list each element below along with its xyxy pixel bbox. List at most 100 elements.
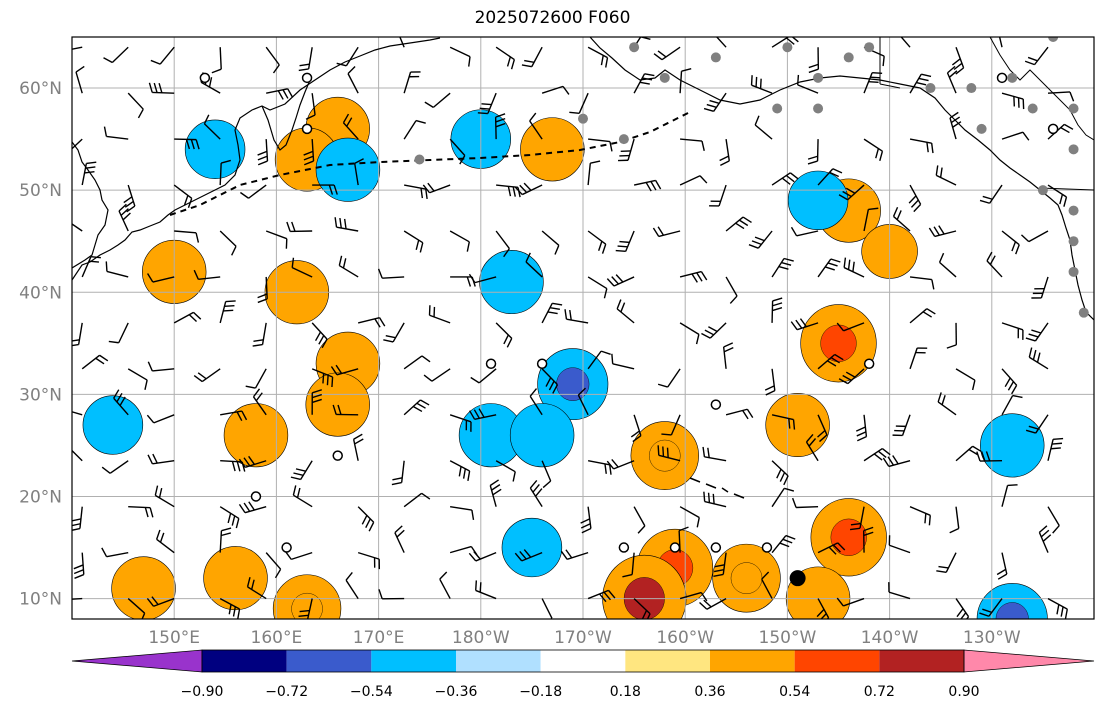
colorbar-tick-label: −0.18 xyxy=(519,684,562,700)
wind-barb-feather xyxy=(641,610,648,619)
wind-barb-feather xyxy=(1056,604,1060,615)
station-grey-dot xyxy=(659,72,670,83)
wind-barb-staff xyxy=(345,579,359,599)
wind-barb-staff xyxy=(72,411,83,416)
wind-barb-staff xyxy=(1047,439,1054,461)
wind-barb-feather xyxy=(1060,126,1070,134)
wind-barb-feather xyxy=(137,108,144,119)
wind-barb-staff xyxy=(72,138,83,150)
wind-barb-feather xyxy=(637,525,646,534)
wind-barb-feather xyxy=(926,308,936,315)
wind-barb-staff xyxy=(392,322,405,343)
wind-barb-staff xyxy=(757,230,773,249)
wind-barb-staff xyxy=(252,396,267,416)
field-contour xyxy=(520,117,585,182)
wind-barb-staff xyxy=(106,135,129,140)
wind-barb-feather xyxy=(318,335,325,345)
wind-barb-feather xyxy=(751,240,762,246)
wind-barb-staff xyxy=(577,394,589,416)
wind-barb-staff xyxy=(156,538,175,554)
wind-barb-feather xyxy=(90,256,101,259)
wind-barb-feather xyxy=(892,455,899,465)
wind-barb-feather xyxy=(303,150,314,156)
wind-barb-feather xyxy=(1063,196,1068,207)
wind-barb-feather xyxy=(236,461,241,472)
wind-barb-staff xyxy=(127,368,148,381)
wind-barb-staff xyxy=(909,73,922,94)
wind-barb-staff xyxy=(900,37,911,48)
wind-barb-staff xyxy=(541,230,560,246)
wind-barb-feather xyxy=(699,601,708,610)
wind-barb-feather xyxy=(960,612,967,619)
wind-barb-feather xyxy=(148,82,153,93)
colorbar-tick-label: −0.54 xyxy=(350,684,393,700)
station-open-circle xyxy=(618,542,630,553)
wind-barb-feather xyxy=(709,99,720,105)
wind-barb-feather xyxy=(838,378,849,385)
wind-barb-staff xyxy=(627,138,635,161)
station-grey-dot xyxy=(1078,307,1089,318)
wind-barb-feather xyxy=(764,385,775,391)
wind-barb-staff xyxy=(587,46,608,59)
wind-barb-feather xyxy=(84,171,95,174)
wind-barb-staff xyxy=(495,46,515,61)
wind-barb-feather xyxy=(236,411,243,422)
wind-barb-staff xyxy=(1001,485,1009,507)
wind-barb-feather xyxy=(503,334,509,345)
wind-barb-feather xyxy=(299,609,310,613)
wind-barb-feather xyxy=(548,380,555,391)
wind-barb-feather xyxy=(422,184,431,194)
wind-barb-feather xyxy=(807,160,818,165)
wind-barb-staff xyxy=(709,322,727,339)
lat-tick-label: 60°N xyxy=(19,79,62,99)
wind-barb-feather xyxy=(601,243,607,254)
wind-barb-staff xyxy=(529,395,543,416)
wind-barb-staff xyxy=(291,267,313,278)
wind-barb-staff xyxy=(261,322,267,345)
wind-barb-feather xyxy=(855,426,866,432)
wind-barb-feather xyxy=(799,318,807,328)
wind-barb-feather xyxy=(703,107,714,113)
wind-barb-feather xyxy=(791,37,799,43)
wind-barb-feather xyxy=(928,227,936,237)
wind-barb-feather xyxy=(982,195,993,200)
wind-barb-feather xyxy=(378,317,386,327)
wind-barb-staff xyxy=(625,230,635,252)
wind-barb-staff xyxy=(489,485,497,507)
wind-barb-feather xyxy=(152,453,158,464)
wind-barb-feather xyxy=(950,116,961,124)
wind-barb-feather xyxy=(257,150,268,156)
field-contour xyxy=(315,137,381,202)
wind-barb-feather xyxy=(560,550,568,560)
wind-barb-feather xyxy=(937,392,942,403)
colorbar-tick-label: 0.36 xyxy=(694,684,725,700)
wind-barb-staff xyxy=(220,410,242,416)
wind-barb-feather xyxy=(74,573,85,579)
wind-barb-feather xyxy=(423,374,433,382)
wind-barb-feather xyxy=(776,468,782,479)
wind-barb-feather xyxy=(312,393,322,399)
wind-barb-staff xyxy=(633,179,656,186)
wind-barb-staff xyxy=(173,184,193,199)
wind-barb-staff xyxy=(81,256,92,278)
wind-barb-feather xyxy=(930,143,934,154)
station-grey-dot xyxy=(782,42,793,53)
station-markers xyxy=(199,37,1089,587)
colorbar-tick-label: 0.90 xyxy=(948,684,979,700)
wind-barb-feather xyxy=(678,526,689,532)
field-contour xyxy=(501,517,563,578)
wind-barb-feather xyxy=(924,513,927,524)
coastline-kamchatka xyxy=(261,79,311,151)
wind-barb-staff xyxy=(817,542,839,554)
wind-barb-feather xyxy=(1052,525,1060,534)
coastline-japan xyxy=(72,141,109,269)
wind-barb-staff xyxy=(495,322,513,339)
wind-barb-staff xyxy=(1047,91,1071,94)
wind-barb-feather xyxy=(941,395,946,405)
wind-barb-feather xyxy=(144,379,148,390)
wind-barb-feather xyxy=(514,186,523,196)
wind-barb-feather xyxy=(564,309,568,320)
wind-barb-feather xyxy=(789,172,799,180)
wind-barb-feather xyxy=(149,507,154,518)
wind-barb-feather xyxy=(554,245,560,255)
